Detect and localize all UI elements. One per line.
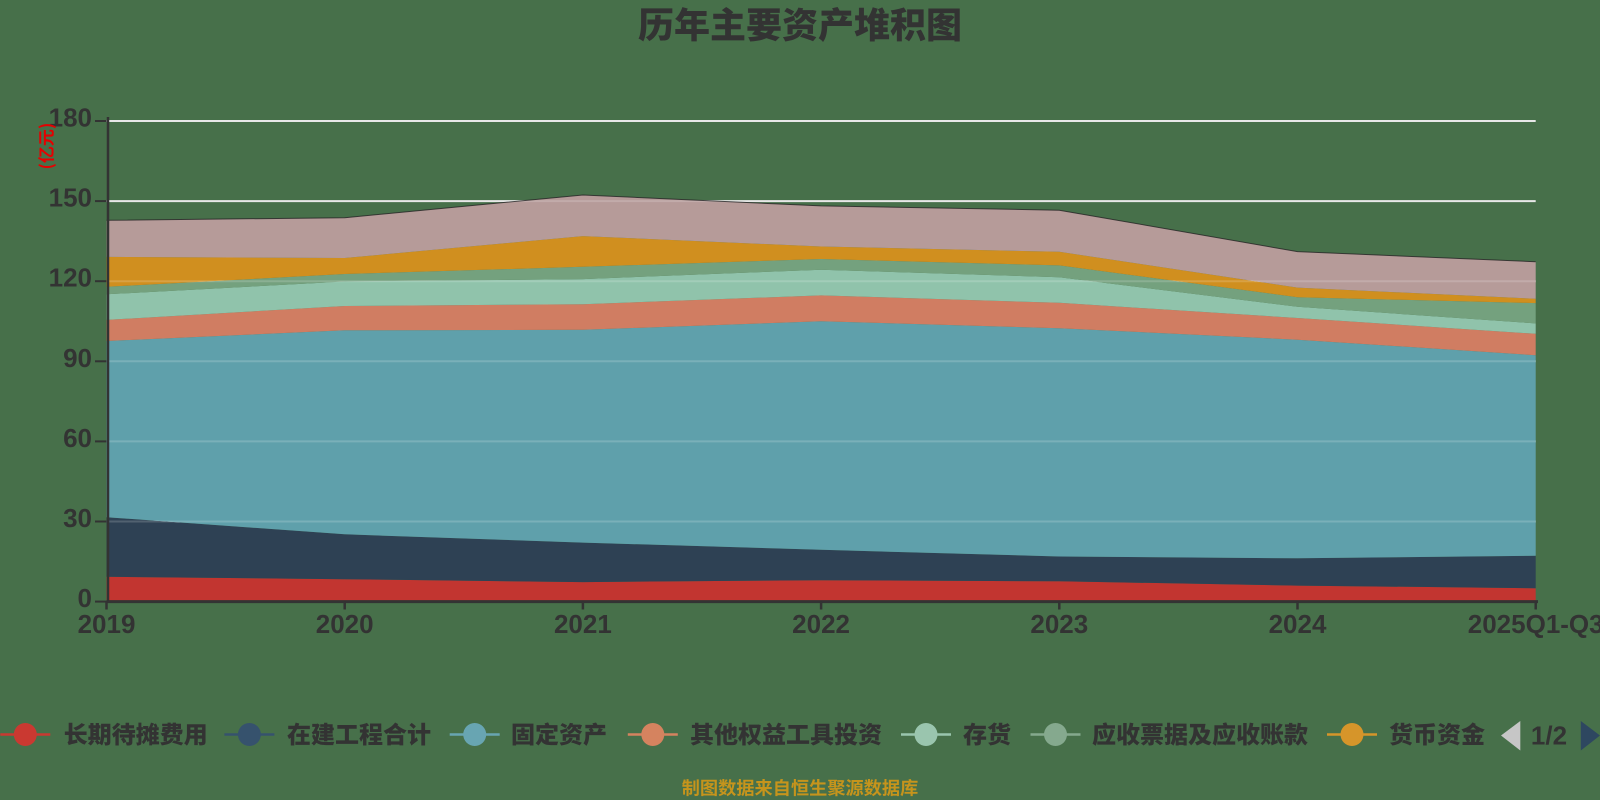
svg-text:0: 0 — [78, 583, 92, 613]
svg-text:1/2: 1/2 — [1531, 721, 1567, 751]
svg-text:60: 60 — [63, 423, 92, 453]
svg-text:180: 180 — [49, 103, 92, 133]
svg-text:2023: 2023 — [1030, 609, 1088, 639]
svg-text:150: 150 — [49, 183, 92, 213]
svg-text:2024: 2024 — [1269, 609, 1327, 639]
svg-text:120: 120 — [49, 263, 92, 293]
svg-text:90: 90 — [63, 343, 92, 373]
svg-text:2022: 2022 — [792, 609, 850, 639]
svg-text:30: 30 — [63, 503, 92, 533]
svg-text:2019: 2019 — [78, 609, 136, 639]
svg-text:2020: 2020 — [316, 609, 374, 639]
svg-text:2021: 2021 — [554, 609, 612, 639]
svg-text:2025Q1-Q3: 2025Q1-Q3 — [1468, 609, 1600, 639]
